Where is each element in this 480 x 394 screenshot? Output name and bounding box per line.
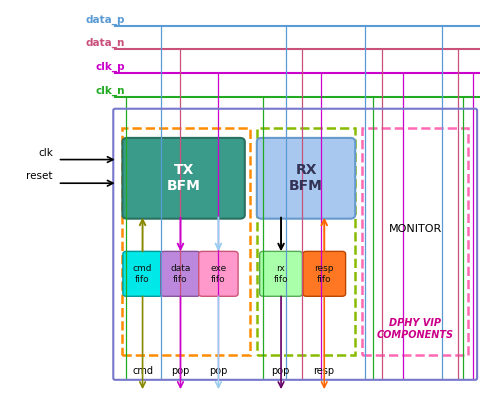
Text: cmd: cmd (132, 366, 153, 376)
Text: exe
fifo: exe fifo (210, 264, 227, 284)
Text: clk_p: clk_p (95, 62, 125, 72)
Text: data_n: data_n (85, 38, 125, 48)
Text: clk_n: clk_n (96, 85, 125, 96)
FancyBboxPatch shape (199, 251, 238, 296)
Text: data_p: data_p (85, 15, 125, 25)
Text: TX
BFM: TX BFM (167, 163, 201, 193)
Text: RX
BFM: RX BFM (289, 163, 323, 193)
Text: pop: pop (209, 366, 228, 376)
FancyBboxPatch shape (123, 251, 162, 296)
Bar (362, 128, 468, 355)
Text: clk: clk (38, 148, 53, 158)
Text: resp
fifo: resp fifo (314, 264, 334, 284)
Bar (257, 128, 355, 355)
FancyBboxPatch shape (303, 251, 346, 296)
Text: resp: resp (313, 366, 335, 376)
Text: DPHY VIP
COMPONENTS: DPHY VIP COMPONENTS (377, 318, 454, 340)
Text: reset: reset (26, 171, 53, 181)
Text: pop: pop (272, 366, 290, 376)
Text: data
fifo: data fifo (170, 264, 191, 284)
Bar (122, 128, 250, 355)
Text: cmd
fifo: cmd fifo (133, 264, 152, 284)
Text: MONITOR: MONITOR (389, 223, 442, 234)
FancyBboxPatch shape (122, 138, 245, 219)
Text: rx
fifo: rx fifo (274, 264, 288, 284)
Text: pop: pop (171, 366, 190, 376)
FancyBboxPatch shape (260, 251, 302, 296)
FancyBboxPatch shape (257, 138, 355, 219)
FancyBboxPatch shape (161, 251, 200, 296)
